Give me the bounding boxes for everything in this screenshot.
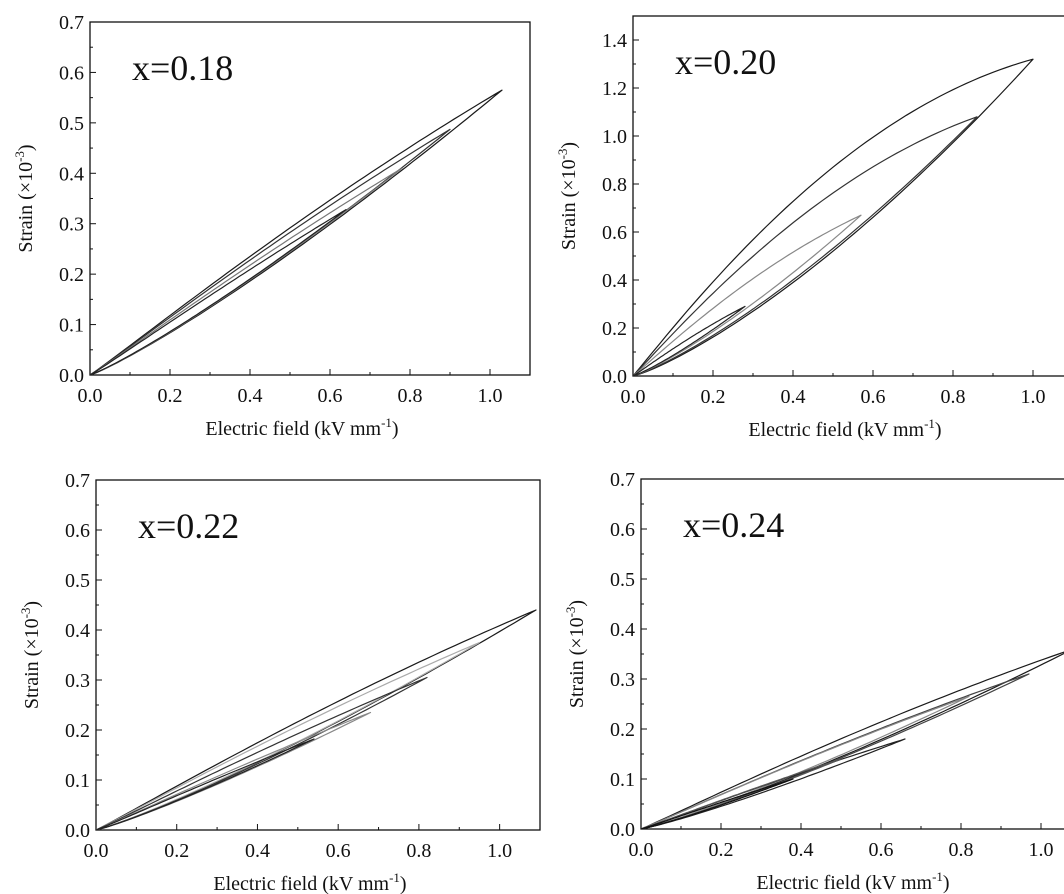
x-tick-label: 1.0 — [478, 385, 503, 407]
x-tick-label: 0.8 — [406, 840, 431, 862]
x-tick-label: 1.0 — [1021, 386, 1046, 408]
y-tick-label: 0.3 — [65, 670, 90, 692]
x-tick-label: 0.8 — [398, 385, 423, 407]
y-tick-label: 1.0 — [602, 126, 627, 148]
hysteresis-loop-3 — [96, 676, 428, 830]
loop-group — [96, 609, 537, 830]
x-tick-label: 0.0 — [621, 386, 646, 408]
y-axis-label: Strain (×10-3) — [12, 144, 37, 252]
hysteresis-loop-5 — [96, 738, 315, 830]
x-tick-label: 0.8 — [949, 839, 974, 861]
x-tick-label: 0.6 — [869, 839, 894, 861]
x-tick-label: 0.6 — [861, 386, 886, 408]
hysteresis-loop-3 — [641, 695, 970, 829]
x-tick-label: 0.8 — [941, 386, 966, 408]
composition-label: x=0.24 — [683, 505, 784, 545]
y-tick-label: 0.1 — [65, 770, 90, 792]
y-tick-label: 0.3 — [59, 214, 84, 236]
x-tick-label: 0.0 — [78, 385, 103, 407]
x-tick-label: 0.4 — [789, 839, 814, 861]
hysteresis-loop-1 — [641, 651, 1064, 829]
y-tick-label: 0.4 — [59, 163, 84, 185]
x-tick-label: 0.0 — [84, 840, 109, 862]
plot-frame — [632, 15, 1064, 377]
x-tick-label: 0.4 — [781, 386, 806, 408]
y-tick-label: 0.4 — [610, 619, 635, 641]
y-tick-label: 1.2 — [602, 78, 627, 100]
y-axis-label: Strain (×10-3) — [555, 142, 580, 250]
hysteresis-loop-3 — [633, 214, 862, 376]
x-tick-label: 0.6 — [318, 385, 343, 407]
composition-label: x=0.22 — [138, 506, 239, 546]
x-tick-label: 0.2 — [164, 840, 189, 862]
hysteresis-loop-1 — [633, 58, 1034, 376]
y-tick-label: 0.4 — [65, 620, 90, 642]
y-tick-label: 0.0 — [65, 820, 90, 842]
x-tick-label: 0.6 — [326, 840, 351, 862]
loop-group — [90, 89, 503, 375]
composition-label: x=0.20 — [675, 42, 776, 82]
x-tick-label: 0.4 — [238, 385, 263, 407]
panel-3: 0.0 0.2 0.4 0.6 0.8 1.0 0.0 0.1 0.2 0.3 0.4 0.5 0.6 0… — [18, 470, 541, 894]
y-tick-label: 0.5 — [65, 570, 90, 592]
y-tick-label: 0.6 — [602, 222, 627, 244]
y-tick-label: 0.0 — [610, 819, 635, 841]
y-tick-label: 0.2 — [610, 719, 635, 741]
x-axis-label: Electric field (kV mm-1) — [756, 869, 949, 894]
y-tick-label: 0.2 — [59, 264, 84, 286]
hysteresis-loop-4 — [633, 305, 746, 376]
y-tick-label: 0.4 — [602, 270, 627, 292]
y-tick-label: 0.5 — [59, 113, 84, 135]
x-tick-label: 0.2 — [701, 386, 726, 408]
y-tick-label: 0.2 — [65, 720, 90, 742]
x-tick-label: 1.0 — [1029, 839, 1054, 861]
y-tick-label: 0.7 — [59, 12, 84, 34]
y-tick-label: 0.8 — [602, 174, 627, 196]
x-axis-label: Electric field (kV mm-1) — [213, 870, 406, 894]
panel-1: 0.0 0.2 0.4 0.6 0.8 1.0 0.0 0.1 0.2 0.3 0.4 0.5 0.6 0… — [12, 12, 531, 440]
y-tick-label: 0.3 — [610, 669, 635, 691]
composition-label: x=0.18 — [132, 48, 233, 88]
hysteresis-loop-1 — [90, 89, 503, 375]
hysteresis-loop-2 — [96, 641, 481, 830]
y-tick-label: 0.5 — [610, 569, 635, 591]
y-tick-label: 1.4 — [602, 30, 627, 52]
x-tick-label: 0.4 — [245, 840, 270, 862]
y-tick-label: 0.6 — [59, 62, 84, 84]
hysteresis-loop-4 — [96, 711, 372, 830]
y-tick-label: 0.1 — [610, 769, 635, 791]
x-tick-label: 0.0 — [629, 839, 654, 861]
panel-2: 0.0 0.2 0.4 0.6 0.8 1.0 0.0 0.2 0.4 0.6 0.8 1.0 1.2 1… — [555, 15, 1064, 441]
hysteresis-loop-3 — [90, 167, 403, 375]
hysteresis-loop-6 — [641, 778, 794, 829]
loop-group — [641, 651, 1064, 829]
hysteresis-loop-2 — [633, 116, 978, 376]
y-tick-label: 0.0 — [602, 366, 627, 388]
panel-4: 0.0 0.2 0.4 0.6 0.8 1.0 0.0 0.1 0.2 0.3 0.4 0.5 0.6 0… — [563, 469, 1064, 894]
y-tick-label: 0.2 — [602, 318, 627, 340]
x-tick-label: 1.0 — [487, 840, 512, 862]
x-tick-label: 0.2 — [158, 385, 183, 407]
y-tick-label: 0.6 — [610, 519, 635, 541]
y-tick-label: 0.1 — [59, 315, 84, 337]
y-tick-label: 0.7 — [65, 470, 90, 492]
y-tick-label: 0.6 — [65, 520, 90, 542]
y-axis-label: Strain (×10-3) — [563, 600, 588, 708]
hysteresis-loop-4 — [90, 209, 347, 375]
loop-group — [633, 58, 1034, 376]
x-tick-label: 0.2 — [709, 839, 734, 861]
x-axis-label: Electric field (kV mm-1) — [748, 416, 941, 441]
hysteresis-loop-1 — [96, 609, 537, 830]
y-tick-label: 0.0 — [59, 365, 84, 387]
x-axis-label: Electric field (kV mm-1) — [205, 415, 398, 440]
y-axis-label: Strain (×10-3) — [18, 601, 43, 709]
hysteresis-loop-2 — [641, 673, 1030, 829]
y-tick-label: 0.7 — [610, 469, 635, 491]
